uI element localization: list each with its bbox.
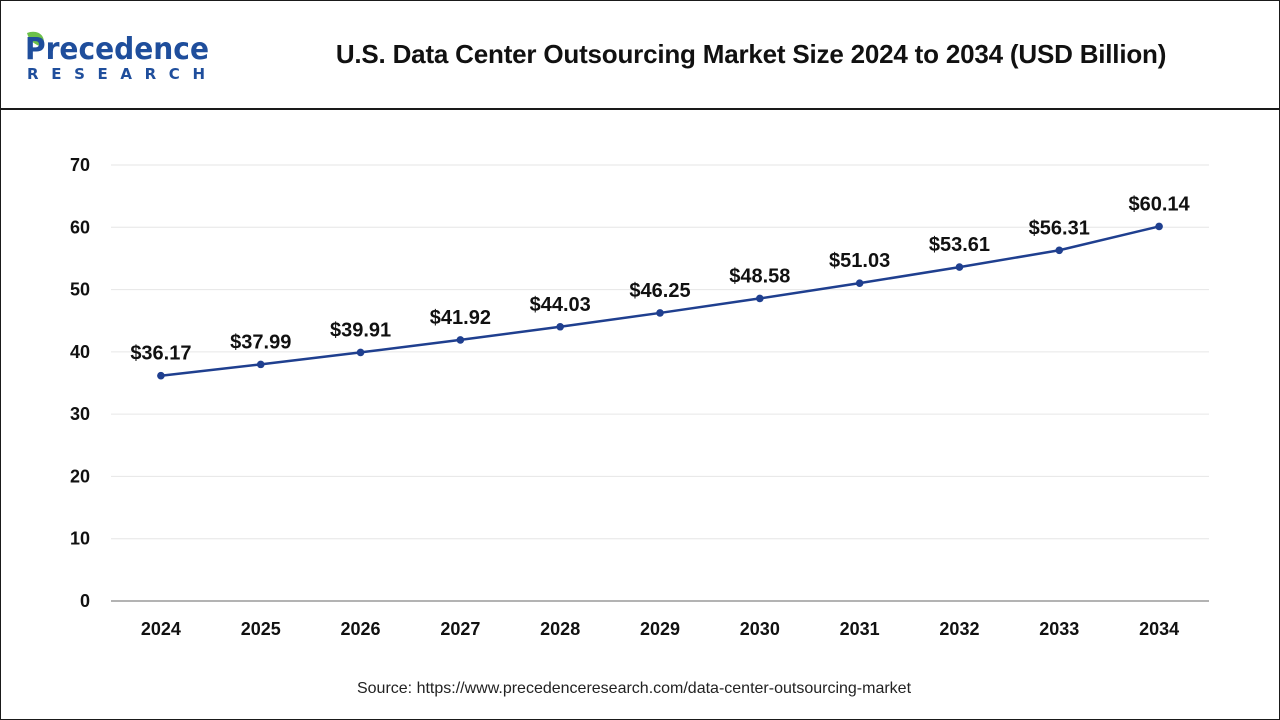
data-point [157, 371, 165, 380]
data-label: $41.92 [430, 307, 491, 329]
data-label: $56.31 [1029, 217, 1090, 239]
data-label: $39.91 [330, 319, 391, 341]
logo-leaf-icon [27, 31, 44, 47]
gridlines [111, 164, 1209, 602]
y-tick-label: 30 [70, 404, 90, 424]
data-label: $37.99 [230, 331, 291, 353]
x-tick-label: 2031 [840, 619, 880, 639]
data-label: $36.17 [130, 343, 191, 365]
x-tick-label: 2030 [740, 619, 780, 639]
x-tick-label: 2026 [341, 619, 381, 639]
data-label: $51.03 [829, 250, 890, 272]
data-point [356, 348, 365, 357]
data-points [157, 222, 1163, 380]
x-tick-label: 2033 [1039, 619, 1079, 639]
data-point [456, 336, 465, 344]
y-tick-label: 40 [70, 342, 90, 362]
x-tick-label: 2029 [640, 619, 680, 639]
data-point [1055, 246, 1064, 255]
logo-brand-sub: RESEARCH [27, 65, 205, 83]
data-point [855, 279, 864, 287]
data-point [656, 309, 664, 317]
precedence-research-logo: Precedence RESEARCH [25, 31, 209, 83]
data-point [955, 263, 964, 271]
data-label: $53.61 [929, 234, 990, 256]
logo-brand-main: Precedence [25, 32, 209, 67]
data-label: $46.25 [629, 280, 690, 302]
data-label: $44.03 [530, 294, 591, 316]
data-point [1155, 222, 1163, 231]
y-tick-label: 10 [70, 529, 90, 549]
y-tick-label: 50 [70, 280, 90, 300]
data-point [256, 360, 265, 369]
x-tick-label: 2028 [540, 619, 580, 639]
chart-title: U.S. Data Center Outsourcing Market Size… [335, 39, 1167, 69]
y-tick-label: 0 [80, 591, 90, 611]
data-labels: $36.17 $37.99 $39.91 $41.92 $44.03 $46.25 $48.… [130, 193, 1190, 364]
y-tick-label: 70 [70, 155, 90, 175]
data-label: $60.14 [1129, 193, 1191, 215]
y-axis-ticks: 0 10 20 30 40 50 60 70 [70, 155, 90, 611]
y-tick-label: 60 [70, 217, 90, 237]
x-tick-label: 2032 [939, 619, 979, 639]
y-tick-label: 20 [70, 466, 90, 486]
x-tick-label: 2027 [440, 619, 480, 639]
source-note: Source: https://www.precedenceresearch.c… [356, 680, 912, 697]
data-point [556, 322, 564, 331]
x-axis-ticks: 2024 2025 2026 2027 2028 2029 2030 2031 2032 2033… [141, 619, 1179, 639]
x-tick-label: 2024 [141, 619, 181, 639]
data-point [756, 294, 764, 303]
x-tick-label: 2034 [1139, 619, 1179, 639]
header: Precedence RESEARCH U.S. Data Center Out… [1, 1, 1279, 110]
data-label: $48.58 [729, 265, 790, 287]
x-tick-label: 2025 [241, 619, 281, 639]
